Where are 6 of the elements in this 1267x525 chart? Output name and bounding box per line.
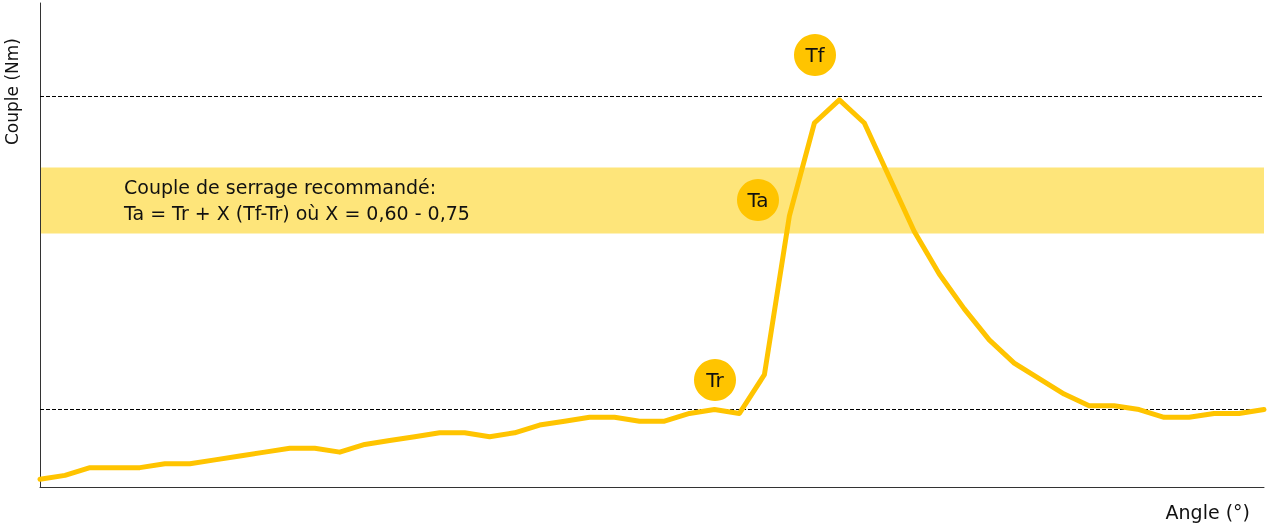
y-axis-title: Couple (Nm) xyxy=(1,38,22,145)
annotation: Tr xyxy=(705,368,725,392)
band-label: Couple de serrage recommandé: Ta = Tr + X (Tf-Tr) où X = 0,60 - 0,75 xyxy=(123,176,470,225)
x-axis-title: Angle (°) xyxy=(1165,500,1250,523)
annotation: Ta xyxy=(746,188,769,212)
text: Tf xyxy=(804,43,826,67)
